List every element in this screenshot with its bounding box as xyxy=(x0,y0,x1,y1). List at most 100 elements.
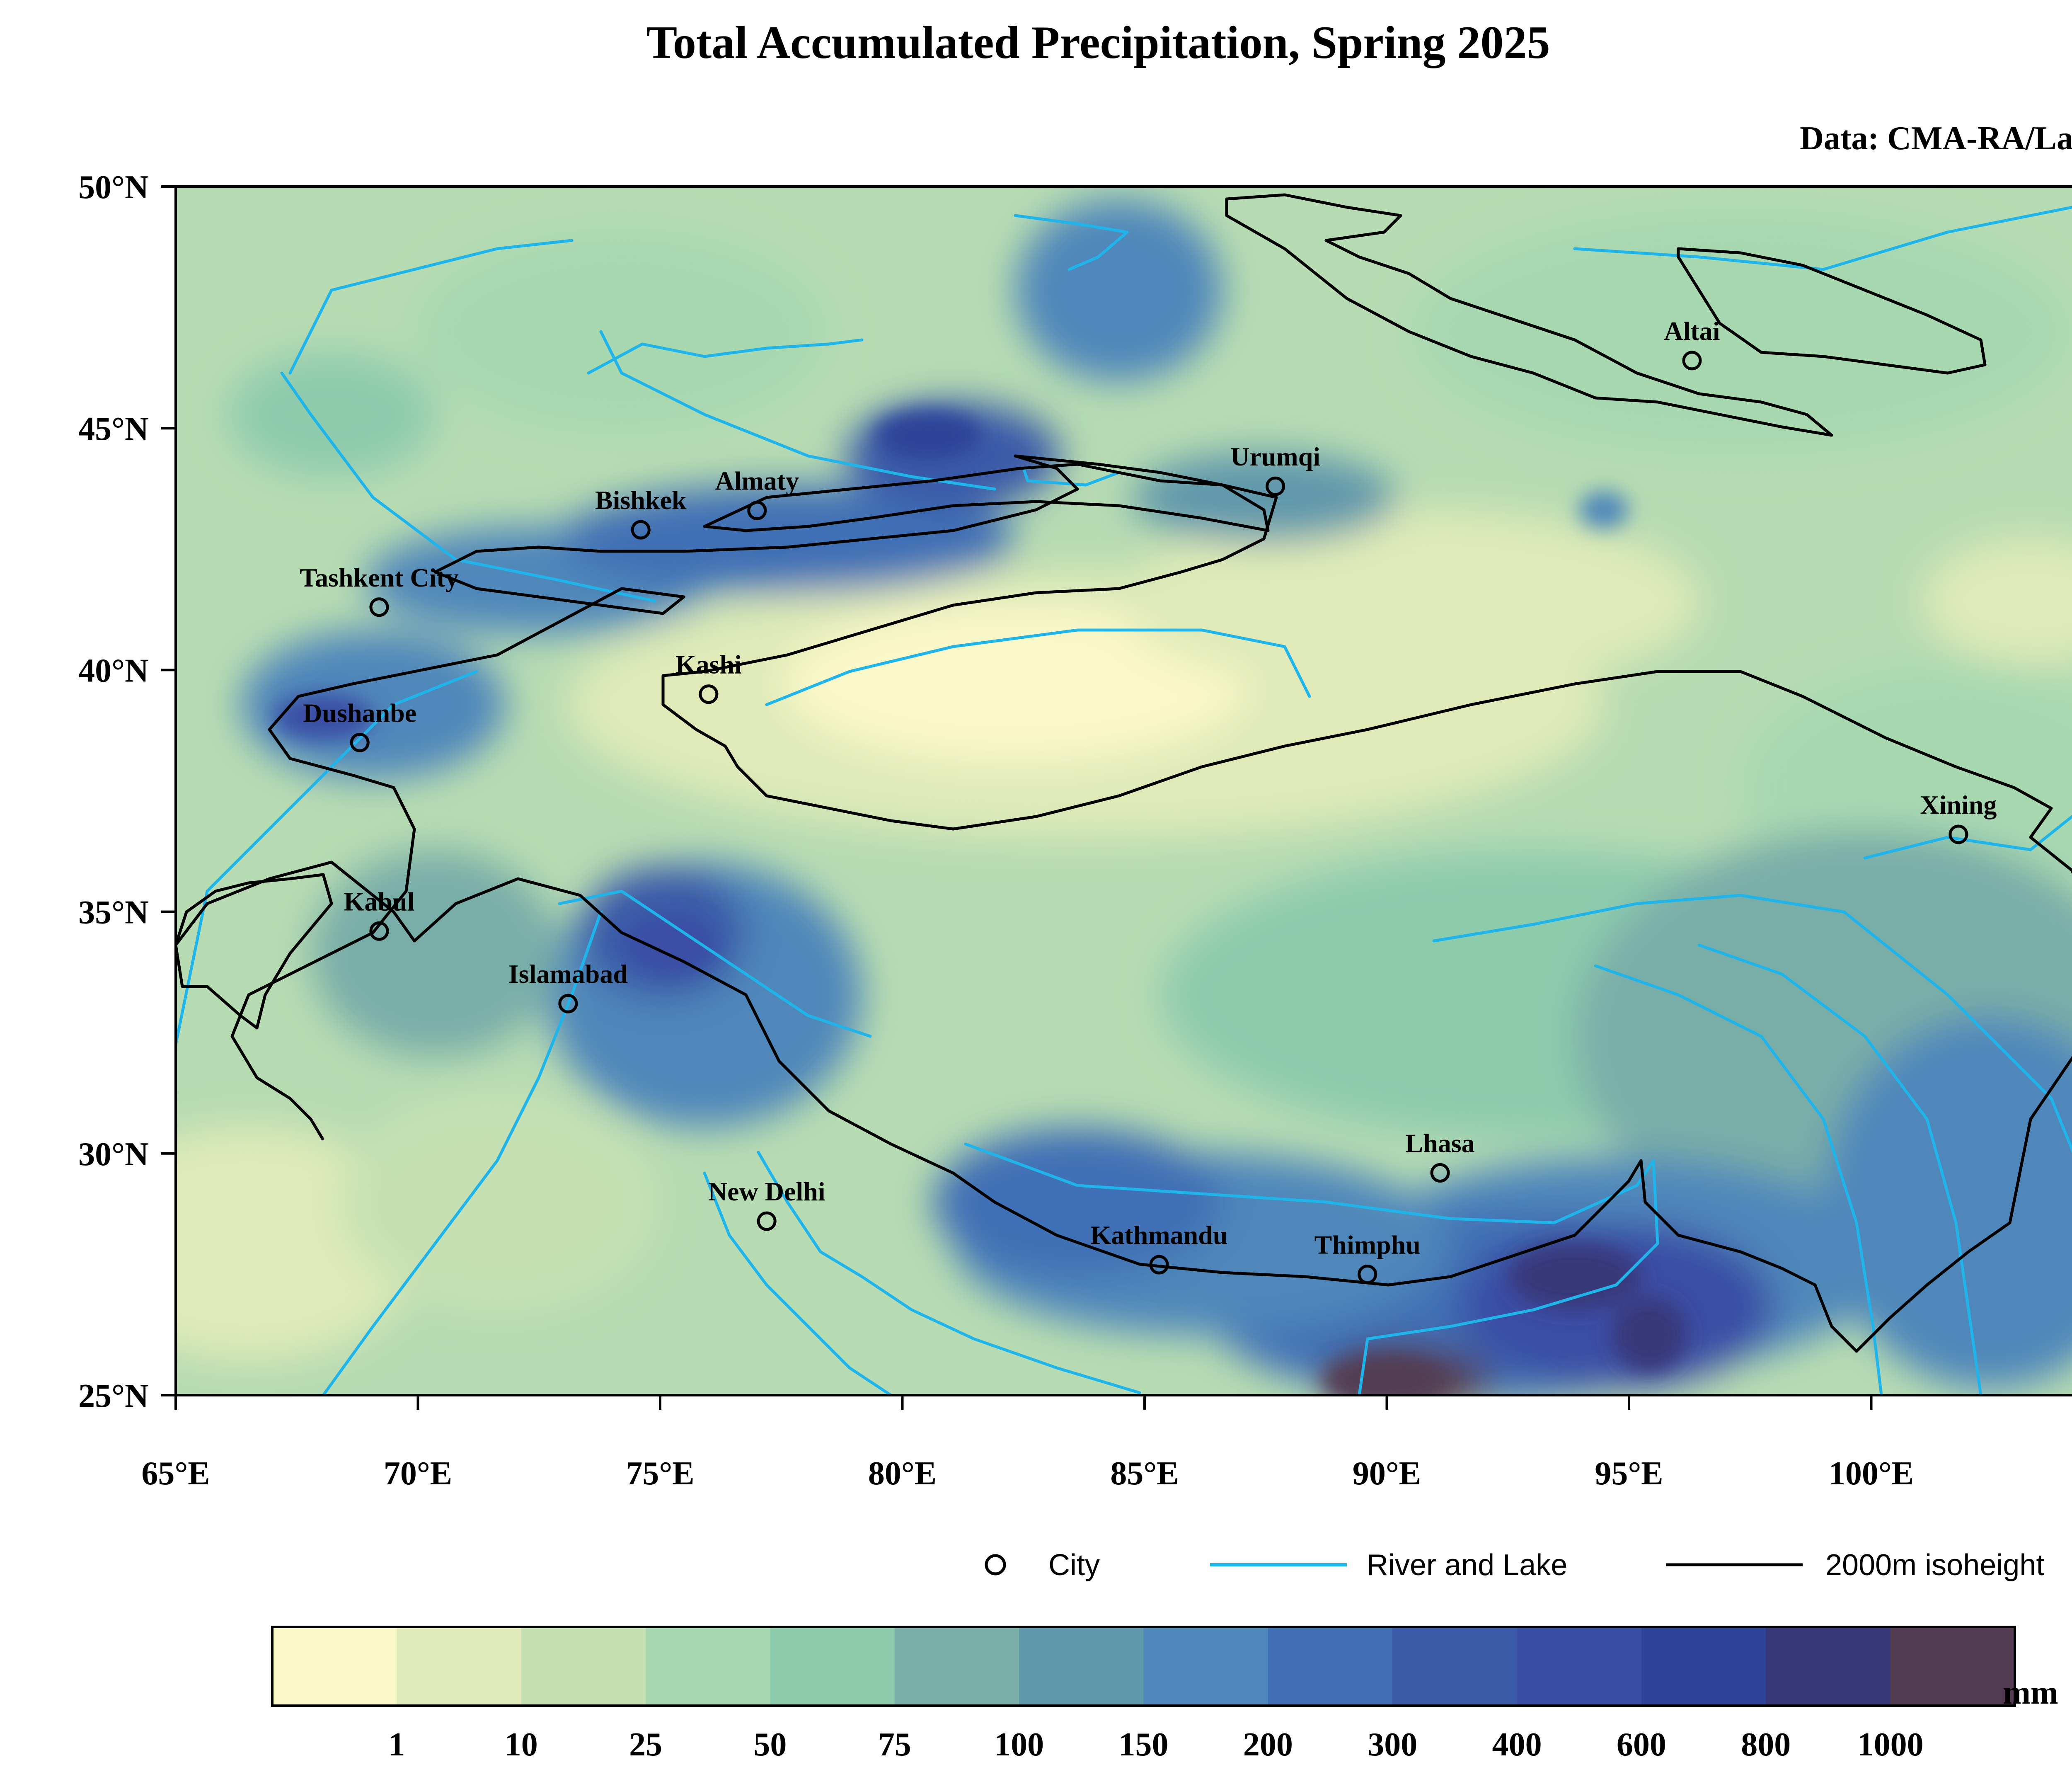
city-label: Altai xyxy=(1664,316,1720,346)
map-plot-area xyxy=(176,187,2072,1395)
lon-tick-label: 105°E xyxy=(2071,1455,2072,1492)
data-source-label: Data: CMA-RA/Land xyxy=(1800,120,2072,157)
colorbar-label: 1000 xyxy=(1857,1726,1924,1763)
city-altai: Altai xyxy=(1664,316,1720,371)
colorbar-label: 50 xyxy=(753,1726,787,1763)
longitude-axis: 65°E 70°E 75°E 80°E 85°E 90°E 95°E 100°E 105°E xyxy=(141,1395,2072,1492)
colorbar-swatch xyxy=(1890,1627,2015,1706)
city-marker xyxy=(1949,824,1968,844)
lon-tick-label: 90°E xyxy=(1353,1455,1421,1492)
lat-tick-label: 40°N xyxy=(78,652,149,689)
lon-tick-label: 85°E xyxy=(1110,1455,1179,1492)
mongolian-plateau-contour xyxy=(1677,247,1987,375)
city-marker xyxy=(1358,1264,1377,1284)
lon-tick-label: 100°E xyxy=(1829,1455,1914,1492)
colorbar-swatch xyxy=(1392,1627,1518,1706)
ganges-river xyxy=(757,1151,1141,1394)
ili-river xyxy=(599,330,996,491)
city-new-delhi: New Delhi xyxy=(708,1177,825,1231)
zaysan-region-river xyxy=(1014,214,1129,271)
colorbar-label: 10 xyxy=(505,1726,538,1763)
city-thimphu: Thimphu xyxy=(1314,1230,1421,1284)
city-marker xyxy=(558,994,578,1013)
colorbar-swatch xyxy=(894,1627,1020,1706)
rivers-and-lakes xyxy=(176,206,2072,1395)
precipitation-field xyxy=(176,199,2072,1395)
colorbar-swatch xyxy=(1641,1627,1767,1706)
lon-tick-label: 95°E xyxy=(1595,1455,1663,1492)
city-label: Dushanbe xyxy=(303,698,416,727)
balkhash-lake xyxy=(587,338,864,375)
city-urumqi: Urumqi xyxy=(1230,442,1320,496)
yamuna-river xyxy=(703,1171,893,1395)
colorbar-label: 400 xyxy=(1492,1726,1542,1763)
city-marker xyxy=(1149,1255,1169,1275)
lat-tick-label: 45°N xyxy=(78,411,149,447)
brahmaputra-river xyxy=(964,1142,1655,1224)
latitude-axis: 25°N 30°N 35°N 40°N 45°N 50°N xyxy=(78,169,176,1414)
city-marker xyxy=(631,520,651,540)
tianshan-contour xyxy=(703,463,1270,532)
city-label: Almaty xyxy=(715,466,799,495)
city-label: New Delhi xyxy=(708,1177,825,1206)
city-label: Thimphu xyxy=(1314,1230,1421,1259)
colorbar-swatch xyxy=(770,1627,895,1706)
isoheight-legend-label: 2000m isoheight xyxy=(1825,1549,2044,1582)
colorbar-swatch xyxy=(646,1627,771,1706)
city-markers: Altai Urumqi Almaty Bishkek Tashkent City Kas… xyxy=(300,316,1997,1284)
colorbar-label: 600 xyxy=(1617,1726,1666,1763)
river-legend-label: River and Lake xyxy=(1367,1549,1567,1582)
city-marker xyxy=(1430,1163,1450,1183)
city-marker xyxy=(369,597,389,617)
city-legend-label: City xyxy=(1048,1549,1100,1582)
lon-tick-label: 75°E xyxy=(626,1455,694,1492)
city-label: Urumqi xyxy=(1230,442,1320,471)
brahmaputra-lower-river xyxy=(1358,1159,1659,1395)
colorbar-label: 1 xyxy=(388,1726,405,1763)
colorbar-swatch xyxy=(1143,1627,1268,1706)
map-legend: City River and Lake 2000m isoheight xyxy=(985,1549,2044,1582)
city-kabul: Kabul xyxy=(344,887,415,941)
colorbar-swatch xyxy=(521,1627,646,1706)
city-marker xyxy=(1266,476,1285,496)
tibet-plateau-contour xyxy=(176,454,2072,1353)
city-label: Lhasa xyxy=(1405,1128,1474,1158)
city-kathmandu: Kathmandu xyxy=(1091,1220,1227,1275)
city-lhasa: Lhasa xyxy=(1405,1128,1475,1183)
yangtze-river xyxy=(1432,894,2072,1154)
city-legend-symbol xyxy=(985,1554,1006,1576)
colorbar-swatch xyxy=(1019,1627,1144,1706)
colorbar-swatch xyxy=(1517,1627,1642,1706)
colorbar-label: 75 xyxy=(878,1726,911,1763)
colorbar-label: 150 xyxy=(1119,1726,1169,1763)
city-label: Islamabad xyxy=(508,959,628,989)
amu-darya-river xyxy=(176,670,478,1046)
city-marker xyxy=(757,1211,777,1231)
city-marker xyxy=(369,921,389,941)
colorbar-swatch xyxy=(1268,1627,1393,1706)
lon-tick-label: 70°E xyxy=(384,1455,452,1492)
lat-tick-label: 30°N xyxy=(78,1136,149,1173)
mekong-river xyxy=(1697,943,1982,1395)
city-label: Xining xyxy=(1920,790,1997,819)
yellow-river xyxy=(1863,815,2072,860)
city-marker xyxy=(1682,351,1702,371)
city-marker xyxy=(350,732,370,752)
city-almaty: Almaty xyxy=(715,466,799,520)
altai-contour xyxy=(1225,193,1833,437)
lat-tick-label: 50°N xyxy=(78,169,149,206)
city-label: Tashkent City xyxy=(300,563,459,592)
city-kashi: Kashi xyxy=(675,650,742,704)
colorbar-swatch xyxy=(397,1627,522,1706)
map-title: Total Accumulated Precipitation, Spring … xyxy=(646,17,1550,68)
city-label: Kashi xyxy=(675,650,742,679)
colorbar-label: 100 xyxy=(994,1726,1044,1763)
city-label: Kabul xyxy=(344,887,415,916)
city-label: Bishkek xyxy=(595,485,687,515)
syr-darya-river xyxy=(280,371,656,603)
salween-river xyxy=(1594,964,1883,1395)
lat-tick-label: 25°N xyxy=(78,1378,149,1414)
city-marker xyxy=(747,500,767,520)
precip-cores xyxy=(274,410,1687,1395)
